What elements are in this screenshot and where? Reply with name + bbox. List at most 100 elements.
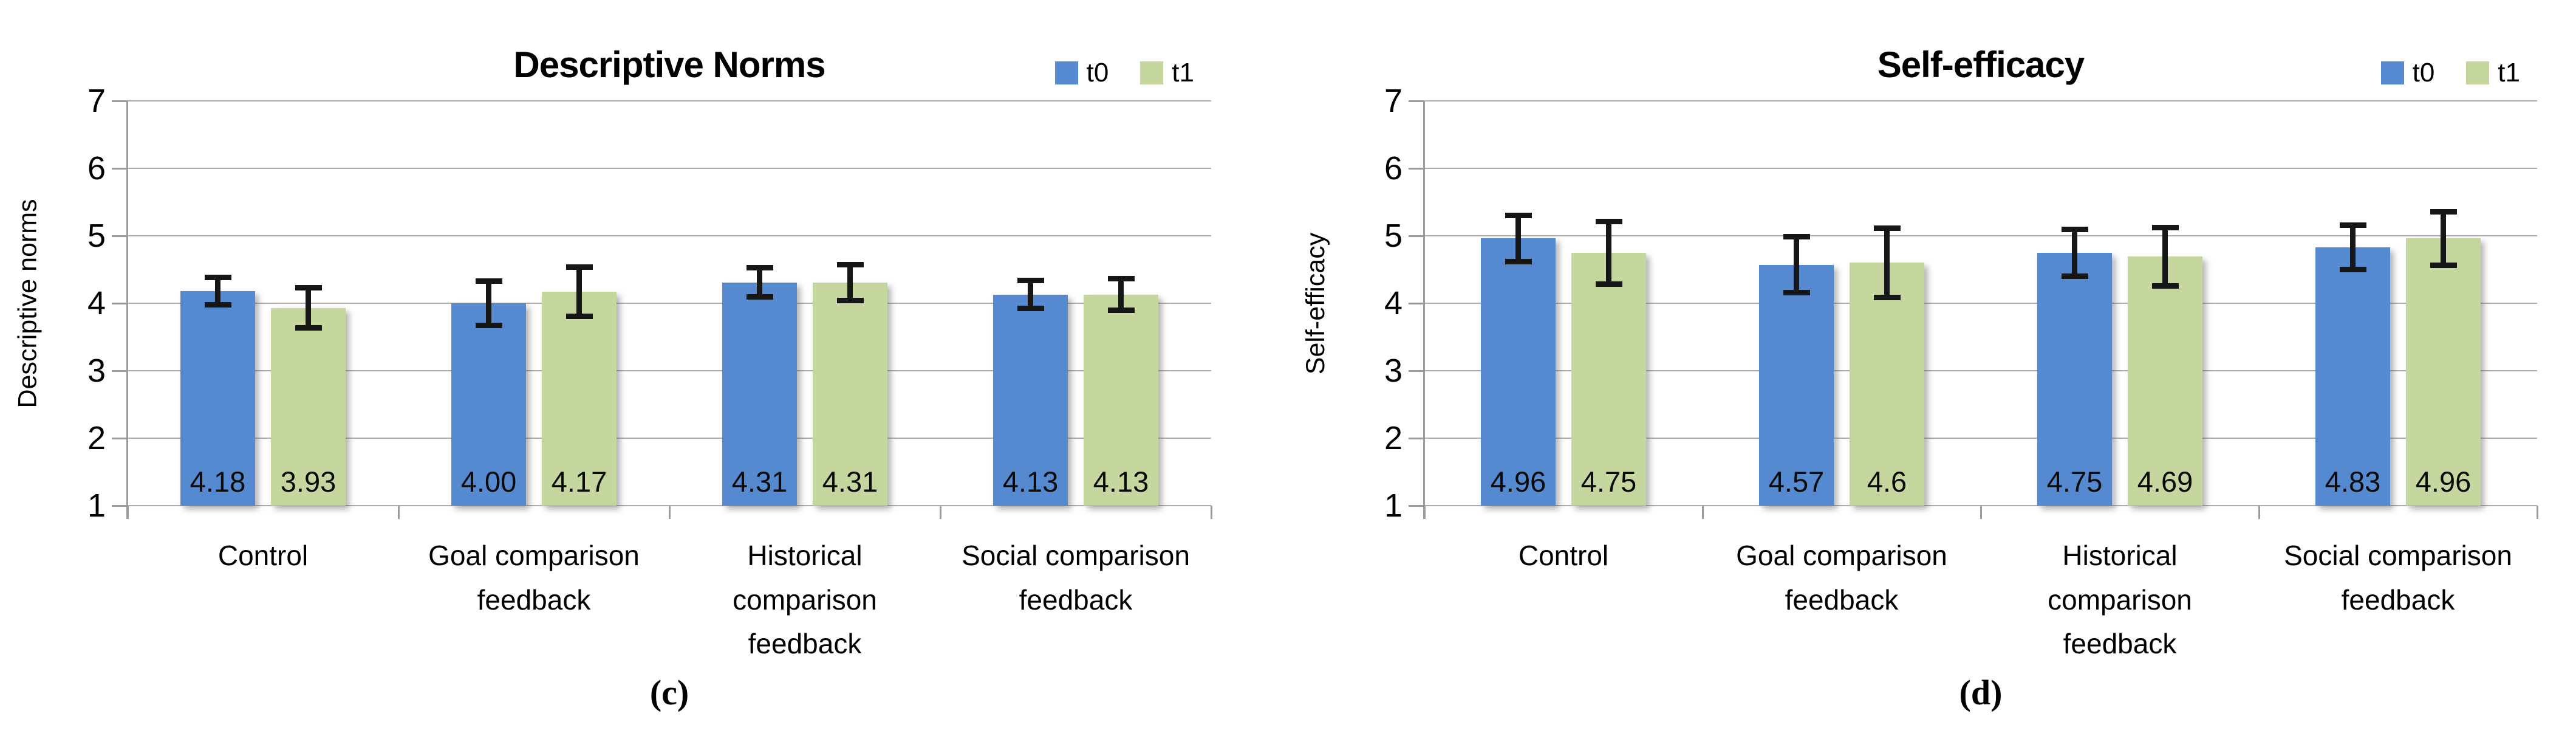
bar-t1 <box>1850 263 1924 506</box>
error-bar-cap-top <box>2339 222 2366 229</box>
error-bar-cap-bottom <box>1873 295 1901 301</box>
legend-entry-t1: t1 <box>1140 60 1194 86</box>
error-bar-cap-top <box>1017 278 1044 284</box>
legend-swatch-t0-icon <box>1054 61 1078 84</box>
error-bar-line <box>215 277 220 306</box>
legend: t0 t1 <box>2380 58 2520 88</box>
plot-area: 1 2 3 4 5 6 7 4.96 4.75 Control 4.57 4.6 Goal compar… <box>1384 83 2538 659</box>
error-bar-cap-bottom <box>475 322 502 328</box>
error-bar-cap-bottom <box>746 294 773 300</box>
bar-t1 <box>1571 252 1646 506</box>
error-bar-line <box>1028 280 1033 309</box>
gridline <box>128 438 1211 439</box>
value-label: 4.00 <box>460 466 517 498</box>
category-label: Social comparison feedback <box>962 540 1190 616</box>
legend-entry-t0: t0 <box>1054 58 1109 88</box>
y-tick-label: 6 <box>87 150 106 187</box>
error-bar-cap-top <box>2151 224 2179 230</box>
error-bar-line <box>2441 211 2446 266</box>
y-tick-mark <box>1409 505 1424 507</box>
bar-t0 <box>2315 247 2390 506</box>
error-bar-cap-top <box>836 261 864 267</box>
chart-title: Descriptive Norms <box>513 44 825 85</box>
bar-t1 <box>2128 256 2202 506</box>
y-tick-label: 7 <box>87 83 106 119</box>
gridline <box>1424 303 2537 304</box>
category-label: Goal comparison feedback <box>428 540 640 616</box>
legend-swatch-t1-icon <box>2466 61 2490 84</box>
x-tick-mark <box>1702 506 1704 519</box>
y-tick-mark <box>1409 303 1424 304</box>
gridline <box>1424 438 2537 439</box>
value-label: 4.75 <box>1580 466 1637 498</box>
legend-entry-t1: t1 <box>2466 60 2520 86</box>
legend-label-t0: t0 <box>2412 58 2435 88</box>
value-label: 4.13 <box>1002 466 1059 498</box>
gridline <box>1424 100 2537 101</box>
error-bar-line <box>847 264 853 301</box>
value-label: 4.96 <box>2415 466 2472 498</box>
value-label: 4.6 <box>1867 466 1907 498</box>
error-bar-cap-bottom <box>2061 273 2088 279</box>
gridline <box>128 168 1211 169</box>
error-bar-cap-bottom <box>1107 308 1135 314</box>
y-tick-label: 4 <box>1384 285 1402 321</box>
error-bar-line <box>757 267 762 297</box>
error-bar-cap-bottom <box>1505 259 1532 265</box>
value-label: 3.93 <box>280 466 337 498</box>
category-label: Goal comparison feedback <box>1736 540 1947 616</box>
bar-t0 <box>993 294 1068 506</box>
error-bar-cap-top <box>204 274 231 280</box>
error-bar-cap-bottom <box>1017 305 1044 311</box>
error-bar-line <box>1794 236 1799 294</box>
y-tick-mark <box>112 168 128 170</box>
y-tick-label: 1 <box>1384 487 1402 524</box>
y-axis-line <box>1423 101 1425 519</box>
bar-t1 <box>2406 238 2481 506</box>
value-label: 4.31 <box>822 466 878 498</box>
error-bar-cap-bottom <box>1783 290 1810 296</box>
error-bar-cap-top <box>475 278 502 284</box>
category-label: Historical comparison feedback <box>2048 540 2192 660</box>
error-bar-cap-top <box>1505 212 1532 218</box>
panel-label: (c) <box>649 673 689 712</box>
legend-label-t1: t1 <box>2498 58 2520 88</box>
y-tick-label: 1 <box>87 487 106 524</box>
category-label: Social comparison feedback <box>2284 540 2512 616</box>
bar-t1 <box>1084 294 1158 506</box>
legend-label-t1: t1 <box>1172 58 1194 88</box>
error-bar-line <box>1606 221 1611 284</box>
error-bar-line <box>2072 229 2077 277</box>
y-tick-mark <box>112 303 128 304</box>
error-bar-cap-top <box>746 265 773 271</box>
legend-swatch-t1-icon <box>1140 61 1164 84</box>
error-bar-line <box>1515 215 1521 263</box>
error-bar-cap-bottom <box>2151 283 2179 289</box>
error-bar-cap-bottom <box>2339 266 2366 272</box>
bar-t0 <box>722 282 797 506</box>
value-label: 4.17 <box>551 466 607 498</box>
legend-entry-t0: t0 <box>2380 58 2435 88</box>
x-tick-mark <box>1211 506 1212 519</box>
y-tick-mark <box>112 100 128 102</box>
y-tick-mark <box>1409 168 1424 170</box>
error-bar-line <box>1118 278 1124 311</box>
x-tick-mark <box>398 506 400 519</box>
y-tick-label: 6 <box>1384 150 1402 187</box>
plot-area: 1 2 3 4 5 6 7 4.18 3.93 Control 4.00 4.17 Goal compa… <box>87 83 1212 659</box>
value-label: 4.75 <box>2046 466 2103 498</box>
legend-label-t0: t0 <box>1086 58 1109 88</box>
x-tick-mark <box>2537 506 2538 519</box>
y-axis-line <box>126 101 128 519</box>
chart-title: Self-efficacy <box>1877 44 2085 85</box>
error-bar-line <box>2350 225 2356 270</box>
error-bar-cap-top <box>1595 218 1622 224</box>
error-bar-cap-bottom <box>836 297 864 303</box>
y-tick-mark <box>1409 438 1424 439</box>
gridline <box>1424 235 2537 236</box>
error-bar-cap-top <box>565 264 593 270</box>
error-bar-cap-top <box>2061 226 2088 232</box>
value-label: 4.18 <box>190 466 246 498</box>
error-bar-cap-top <box>2430 209 2457 215</box>
bar-t0 <box>1759 264 1834 506</box>
